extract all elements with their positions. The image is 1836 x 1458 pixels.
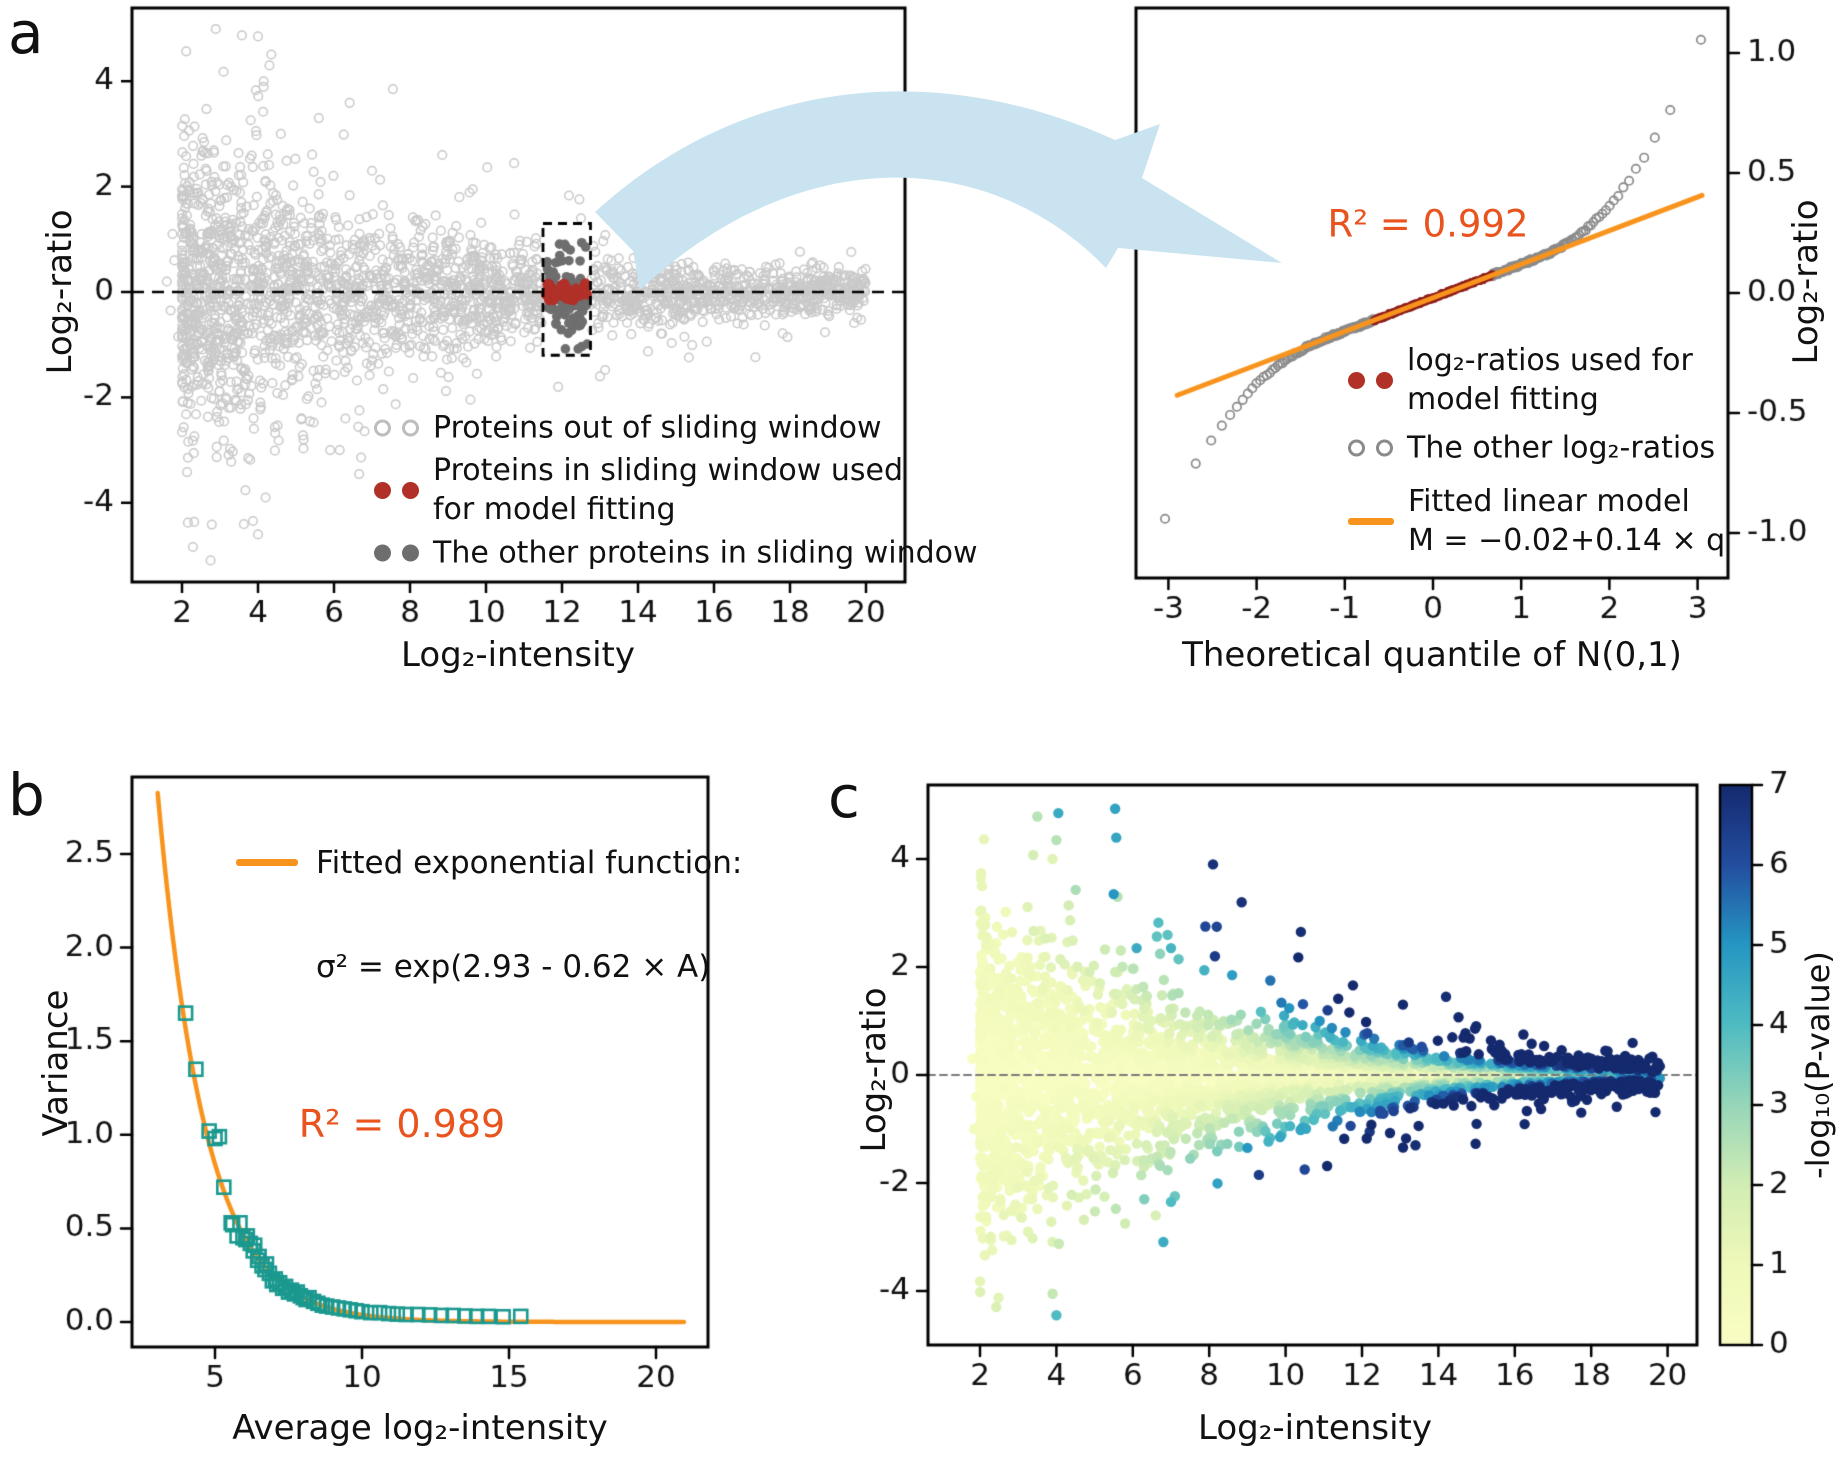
- red-dot-icon: [1376, 371, 1393, 389]
- legend-item-proteins-window-red: Proteins in sliding window used for mode…: [374, 451, 903, 529]
- legend-item-qq-fit-line: Fitted linear model M = −0.02+0.14 × q: [1348, 482, 1725, 560]
- open-circle-icon: [374, 419, 391, 437]
- panel-label-a: a: [8, 0, 44, 67]
- legend-item-qq-other: The other log₂-ratios: [1348, 429, 1715, 468]
- legend-label: The other proteins in sliding window: [433, 535, 978, 571]
- red-dot-icon: [1348, 371, 1365, 389]
- pvalue-colorbar: [1720, 785, 1752, 1345]
- legend-label: log₂-ratios used for model fitting: [1407, 343, 1693, 417]
- legend-label: Proteins in sliding window used for mode…: [433, 453, 903, 527]
- legend-label: Fitted linear model M = −0.02+0.14 × q: [1408, 484, 1726, 558]
- legend-label: The other log₂-ratios: [1407, 430, 1716, 466]
- gray-dot-icon: [402, 544, 419, 562]
- open-circle-icon: [1376, 439, 1393, 457]
- legend-item-proteins-out: Proteins out of sliding window: [374, 409, 882, 448]
- legend-label: Proteins out of sliding window: [433, 410, 882, 446]
- panel-label-b: b: [8, 761, 45, 829]
- y-axis-title-ma: Log₂-ratio: [40, 209, 80, 375]
- legend-item-other-proteins: The other proteins in sliding window: [374, 534, 978, 573]
- exp-fit-label-line2: σ² = exp(2.93 - 0.62 × A): [316, 949, 711, 985]
- legend-label: Fitted exponential function: σ² = exp(2.…: [316, 837, 742, 993]
- y-axis-title-ma-colored: Log₂-ratio: [854, 987, 894, 1153]
- red-dot-icon: [402, 481, 419, 499]
- y-axis-title-variance: Variance: [36, 989, 76, 1137]
- legend-item-exp-fit: Fitted exponential function: σ² = exp(2.…: [236, 837, 742, 993]
- legend-item-qq-red: log₂-ratios used for model fitting: [1348, 341, 1693, 419]
- colorbar-title: -log₁₀(P-value): [1799, 951, 1836, 1179]
- x-axis-title-ma: Log₂-intensity: [400, 635, 636, 675]
- x-axis-title-variance: Average log₂-intensity: [232, 1408, 608, 1448]
- gray-dot-icon: [374, 544, 391, 562]
- r-squared-annotation-variance: R² = 0.989: [298, 1102, 506, 1146]
- open-circle-icon: [1348, 439, 1365, 457]
- orange-line-icon: [236, 859, 298, 866]
- red-dot-icon: [374, 481, 391, 499]
- open-circle-icon: [402, 419, 419, 437]
- r-squared-annotation-qq: R² = 0.992: [1327, 202, 1529, 246]
- orange-line-icon: [1348, 517, 1394, 525]
- exp-fit-label-line1: Fitted exponential function:: [316, 845, 743, 881]
- panel-label-c: c: [828, 763, 860, 831]
- x-axis-title-qq: Theoretical quantile of N(0,1): [1182, 635, 1682, 675]
- x-axis-title-ma-colored: Log₂-intensity: [1197, 1408, 1433, 1448]
- y-axis-title-qq: Log₂-ratio: [1786, 199, 1826, 365]
- panel-c-ma-colored-plot: [928, 785, 1668, 1345]
